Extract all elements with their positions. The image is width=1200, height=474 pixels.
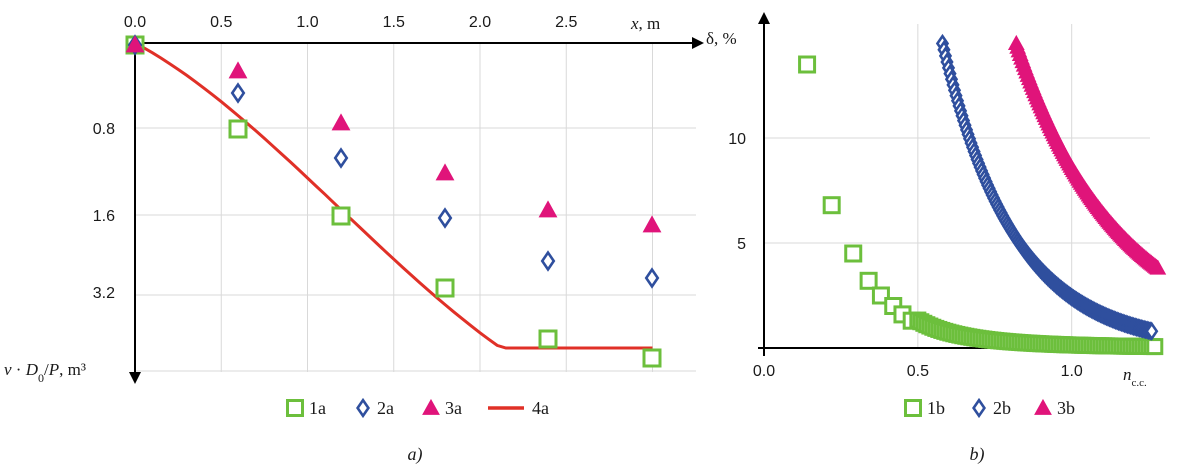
chart-b-y-tick: 5 <box>737 236 746 253</box>
series-2a-point <box>437 207 453 229</box>
legend-1b-label: 1b <box>927 398 945 418</box>
legend-1b-swatch <box>904 399 922 417</box>
chart-a-legend: 1a 2a 3a 4a <box>286 397 549 419</box>
chart-a-y-arrow-icon <box>129 372 141 384</box>
series-2a-point <box>644 267 660 289</box>
series-3a-point <box>642 215 662 233</box>
chart-a-grid <box>135 43 696 372</box>
chart-a-y-tick: 3.2 <box>93 285 115 302</box>
chart-b-y-tick: 10 <box>728 131 746 148</box>
chart-b: 0.0 0.5 1.0 5 10 δ, % nc.c. 1b 2b 3b b) <box>706 12 1167 465</box>
series-2a-point <box>540 250 556 272</box>
chart-a-y-label: v · D0/P, m³ <box>4 360 86 385</box>
series-1b-point <box>859 271 878 290</box>
legend-3b-swatch <box>1034 398 1052 415</box>
chart-b-x-tick: 0.5 <box>907 363 929 380</box>
legend-1a-swatch <box>286 399 304 417</box>
chart-a-x-tick: 1.0 <box>296 14 318 31</box>
series-1a-point <box>228 119 248 139</box>
legend-3a-swatch <box>422 398 440 415</box>
legend-2b-label: 2b <box>993 398 1011 418</box>
series-3a-point <box>435 163 455 181</box>
series-3a-point <box>331 113 351 131</box>
chart-a-x-tick: 0.0 <box>124 14 146 31</box>
series-1a-point <box>538 329 558 349</box>
chart-b-x-label: nc.c. <box>1123 365 1147 389</box>
chart-a: 0.0 0.5 1.0 1.5 2.0 2.5 0.8 1.6 3.2 x, m v · D0/… <box>4 14 704 465</box>
chart-a-ticks: 0.0 0.5 1.0 1.5 2.0 2.5 0.8 1.6 3.2 <box>93 14 578 302</box>
chart-a-x-arrow-icon <box>692 37 704 49</box>
chart-a-y-tick: 0.8 <box>93 121 115 138</box>
chart-b-legend: 1b 2b 3b <box>904 397 1075 419</box>
chart-b-data <box>798 33 1167 356</box>
chart-a-x-label: x, m <box>630 14 660 33</box>
chart-b-y-label: δ, % <box>706 29 737 48</box>
series-1b-point <box>1146 338 1164 356</box>
series-3a-point <box>538 200 558 218</box>
chart-b-x-tick: 0.0 <box>753 363 775 380</box>
series-4a-line <box>134 41 653 350</box>
chart-b-caption: b) <box>970 444 985 465</box>
chart-a-x-tick: 0.5 <box>210 14 232 31</box>
series-1b-point <box>798 55 817 74</box>
legend-1a-label: 1a <box>309 398 326 418</box>
series-2a-point <box>333 147 349 169</box>
legend-4a-label: 4a <box>532 398 549 418</box>
chart-a-caption: a) <box>408 444 423 465</box>
legend-3a-label: 3a <box>445 398 462 418</box>
chart-a-x-tick: 2.0 <box>469 14 491 31</box>
chart-a-data <box>125 34 662 368</box>
series-2b-point <box>1145 321 1159 341</box>
series-1b-point <box>822 196 841 215</box>
chart-b-x-tick: 1.0 <box>1061 363 1083 380</box>
series-1a-point <box>642 348 662 368</box>
chart-b-y-arrow-icon <box>758 12 770 24</box>
series-3a-point <box>125 35 145 53</box>
legend-2b-swatch <box>972 397 986 419</box>
series-3b-point <box>1149 259 1167 275</box>
chart-a-x-tick: 1.5 <box>383 14 405 31</box>
series-3a-point <box>228 61 248 79</box>
series-1b-point <box>844 244 863 263</box>
series-1a-point <box>435 278 455 298</box>
chart-a-x-tick: 2.5 <box>555 14 577 31</box>
chart-b-ticks: 0.0 0.5 1.0 5 10 <box>728 131 1083 380</box>
series-1a-point <box>331 206 351 226</box>
legend-3b-label: 3b <box>1057 398 1075 418</box>
legend-2a-swatch <box>356 397 370 419</box>
legend-2a-label: 2a <box>377 398 394 418</box>
chart-a-y-tick: 1.6 <box>93 208 115 225</box>
chart-b-grid <box>764 24 1150 348</box>
series-2a-point <box>230 82 246 104</box>
